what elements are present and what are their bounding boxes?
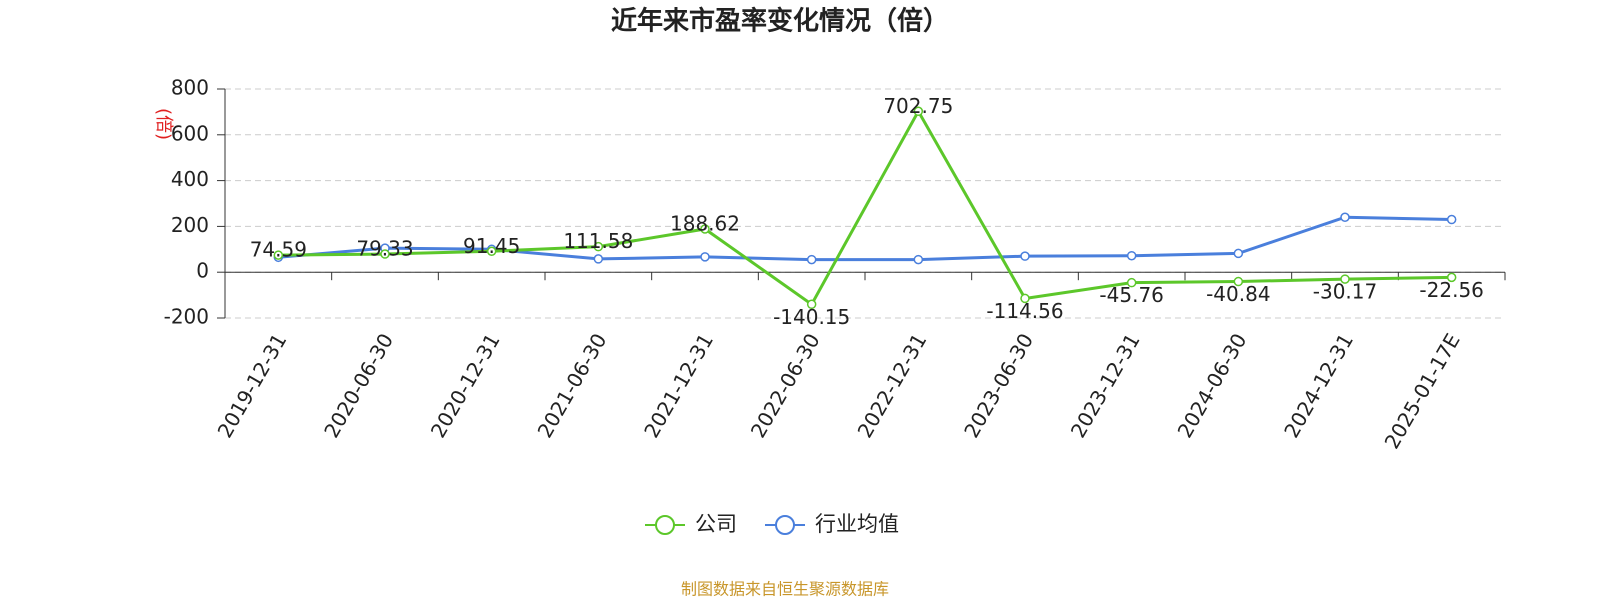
x-tick-label: 2025-01-17E <box>1380 329 1465 453</box>
data-point <box>1446 214 1457 225</box>
data-label: 91.45 <box>463 234 520 258</box>
x-tick-label: 2024-12-31 <box>1279 329 1358 442</box>
data-point <box>1340 274 1350 284</box>
data-point <box>1020 293 1030 304</box>
data-point <box>700 252 710 262</box>
data-label: -40.84 <box>1206 282 1270 306</box>
data-point <box>806 299 817 310</box>
x-tick-label: 2020-12-31 <box>426 329 505 442</box>
series-line <box>278 215 1452 262</box>
x-tick-label: 2022-06-30 <box>746 329 825 442</box>
y-tick-label: 600 <box>171 121 209 145</box>
x-tick-label: 2020-06-30 <box>319 329 398 442</box>
chart-title: 近年来市盈率变化情况（倍） <box>611 6 949 37</box>
y-axis-label: (倍) <box>153 108 174 140</box>
data-label: 79.33 <box>356 237 413 261</box>
x-tick-label: 2022-12-31 <box>853 329 932 442</box>
data-point <box>913 254 924 265</box>
data-point <box>593 241 604 252</box>
data-point <box>486 246 497 257</box>
y-tick-label: 0 <box>196 259 209 283</box>
data-point <box>380 249 390 259</box>
data-label: 702.75 <box>883 94 953 118</box>
x-tick-label: 2023-12-31 <box>1066 329 1145 442</box>
data-label: 74.59 <box>250 238 307 262</box>
data-label: -114.56 <box>986 299 1063 323</box>
data-point <box>1446 272 1457 283</box>
y-tick-label: -200 <box>164 305 209 329</box>
y-tick-label: 800 <box>171 76 209 100</box>
x-tick-label: 2019-12-31 <box>213 329 292 442</box>
data-label: -45.76 <box>1099 283 1163 307</box>
data-point <box>806 254 817 265</box>
data-point <box>1126 250 1137 261</box>
data-point <box>1126 277 1137 288</box>
y-tick-label: 200 <box>171 213 209 237</box>
data-label: -140.15 <box>773 305 850 329</box>
source-note: 制图数据来自恒生聚源数据库 <box>681 580 889 599</box>
legend-marker <box>775 515 795 535</box>
data-point <box>700 224 710 234</box>
data-point <box>593 254 604 264</box>
x-tick-label: 2021-06-30 <box>533 329 612 442</box>
y-tick-label: 400 <box>171 167 209 191</box>
x-tick-label: 2021-12-31 <box>639 329 718 442</box>
data-label: 188.62 <box>670 212 740 236</box>
series-line <box>278 108 1452 307</box>
legend-marker <box>655 515 675 535</box>
data-label: 111.58 <box>563 229 633 253</box>
data-point <box>1233 276 1244 287</box>
data-label: -22.56 <box>1419 278 1483 302</box>
legend-label: 公司 <box>695 512 737 536</box>
data-point <box>913 106 924 117</box>
x-tick-label: 2023-06-30 <box>959 329 1038 442</box>
data-point <box>273 250 284 260</box>
legend-label: 行业均值 <box>815 512 899 536</box>
data-point <box>1340 212 1350 222</box>
x-tick-label: 2024-06-30 <box>1173 329 1252 442</box>
data-point <box>1233 248 1244 259</box>
data-label: -30.17 <box>1313 280 1377 304</box>
data-point <box>1020 251 1030 261</box>
